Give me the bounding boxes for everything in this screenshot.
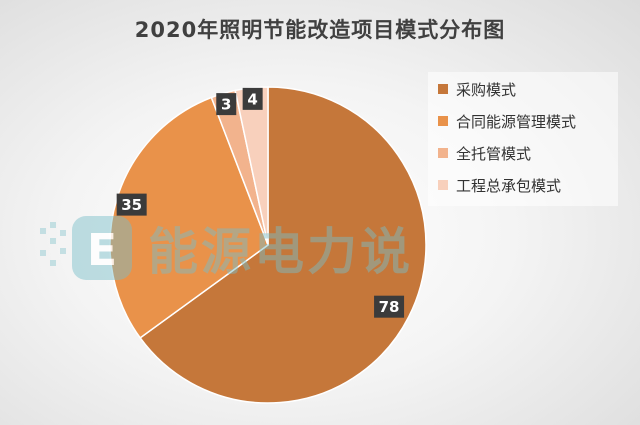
legend-label: 合同能源管理模式 xyxy=(456,112,577,131)
pie-slice-2 xyxy=(109,96,269,339)
legend-swatch xyxy=(438,116,448,126)
watermark-logo-icon: E xyxy=(40,216,132,280)
data-label-1: 78 xyxy=(374,295,405,318)
data-label-4: 4 xyxy=(242,87,263,110)
legend-label: 全托管模式 xyxy=(456,144,532,163)
legend-item-1: 采购模式 xyxy=(438,78,516,100)
pie-slices xyxy=(109,86,427,404)
legend-label: 采购模式 xyxy=(456,80,517,99)
data-label-value: 78 xyxy=(379,298,400,316)
watermark-logo: E xyxy=(38,208,148,288)
pie-slice-1 xyxy=(139,86,427,404)
legend-item-4: 工程总承包模式 xyxy=(438,174,561,196)
chart-title: 2020年照明节能改造项目模式分布图 xyxy=(134,18,506,42)
legend-swatch xyxy=(438,148,448,158)
legend-item-3: 全托管模式 xyxy=(438,142,531,164)
chart-legend: 采购模式合同能源管理模式 全托管模式工程总承包模式 xyxy=(428,72,618,206)
watermark: E 能源电力说 xyxy=(38,208,478,288)
legend-swatch xyxy=(438,180,448,190)
watermark-text: 能源电力说 xyxy=(148,223,413,281)
legend-label: 工程总承包模式 xyxy=(456,176,562,195)
data-label-value: 4 xyxy=(247,90,257,108)
pie-data-labels: 78 35 3 4 xyxy=(116,87,405,318)
data-label-value: 3 xyxy=(221,96,231,114)
data-label-3: 3 xyxy=(216,93,237,116)
legend-swatch xyxy=(438,84,448,94)
watermark-logo-letter: E xyxy=(87,225,117,276)
legend-item-2: 合同能源管理模式 xyxy=(438,110,576,132)
data-label-value: 35 xyxy=(121,196,142,214)
data-label-2: 35 xyxy=(116,193,147,216)
